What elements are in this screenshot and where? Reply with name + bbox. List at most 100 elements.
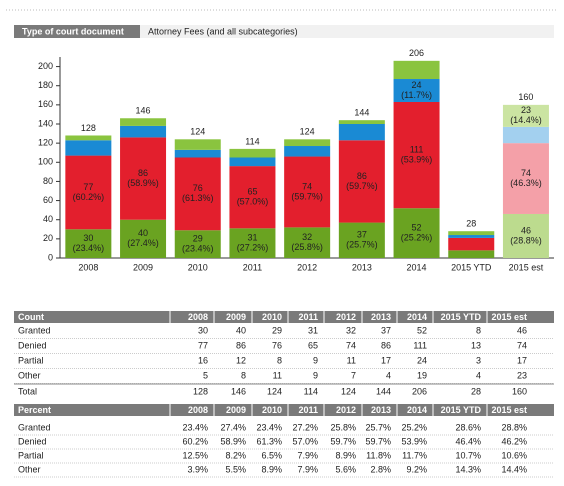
y-tick-label: 120 bbox=[38, 138, 53, 148]
percent-cell: 28.6% bbox=[455, 422, 481, 432]
bar-segment bbox=[120, 137, 167, 220]
data-label: 111 bbox=[410, 144, 424, 154]
data-label: 31 bbox=[247, 233, 257, 243]
percent-cell: 25.7% bbox=[365, 422, 391, 432]
column-header: 2011 bbox=[298, 312, 318, 322]
percent-cell: 60.2% bbox=[182, 436, 208, 446]
percent-cell: 10.7% bbox=[455, 450, 481, 460]
data-label: 74 bbox=[302, 181, 312, 191]
count-cell: 29 bbox=[272, 325, 282, 335]
table-header-bg bbox=[14, 404, 554, 416]
bar-segment bbox=[448, 231, 495, 236]
column-header: 2014 bbox=[407, 312, 427, 322]
total-cell: 160 bbox=[512, 386, 527, 396]
data-label-percent: (23.4%) bbox=[73, 243, 105, 253]
data-label-percent: (53.9%) bbox=[401, 154, 433, 164]
count-cell: 7 bbox=[351, 370, 356, 380]
column-header: 2013 bbox=[371, 405, 391, 415]
percent-cell: 57.0% bbox=[292, 436, 318, 446]
bar-segment bbox=[393, 101, 440, 209]
percent-cell: 58.9% bbox=[220, 436, 246, 446]
x-tick-label: 2014 bbox=[407, 262, 427, 272]
count-cell: 8 bbox=[476, 325, 481, 335]
count-cell: 5 bbox=[203, 370, 208, 380]
total-cell: 114 bbox=[304, 386, 318, 396]
data-label: 37 bbox=[357, 230, 367, 240]
y-tick-label: 140 bbox=[38, 118, 53, 128]
data-label-percent: (28.8%) bbox=[510, 235, 542, 245]
count-cell: 4 bbox=[386, 370, 391, 380]
count-cell: 37 bbox=[381, 325, 391, 335]
data-label: 86 bbox=[138, 168, 148, 178]
total-label: 144 bbox=[354, 108, 369, 118]
total-cell: 146 bbox=[231, 386, 246, 396]
data-label: 74 bbox=[521, 168, 531, 178]
header-label: Type of court document bbox=[22, 26, 124, 36]
count-cell: 17 bbox=[381, 355, 391, 365]
total-label: 160 bbox=[518, 92, 533, 102]
data-label: 46 bbox=[521, 225, 531, 235]
data-label-percent: (27.4%) bbox=[127, 238, 159, 248]
table-header-bg bbox=[14, 311, 554, 323]
percent-cell: 6.5% bbox=[261, 450, 282, 460]
y-tick-label: 80 bbox=[43, 176, 53, 186]
bar-segment bbox=[65, 135, 112, 141]
bar-segment bbox=[174, 139, 221, 150]
count-cell: 11 bbox=[347, 355, 356, 365]
y-tick-label: 40 bbox=[43, 214, 53, 224]
header-label-bg bbox=[14, 25, 140, 38]
data-label-percent: (25.2%) bbox=[401, 232, 433, 242]
bar-segment bbox=[174, 157, 221, 231]
bar-segment bbox=[229, 157, 276, 167]
count-cell: 74 bbox=[346, 340, 356, 350]
column-header: 2015 est bbox=[491, 312, 527, 322]
count-cell: 31 bbox=[308, 325, 318, 335]
column-header: 2012 bbox=[336, 312, 356, 322]
column-header: 2010 bbox=[262, 405, 282, 415]
bar-segment bbox=[338, 222, 385, 258]
percent-cell: 5.5% bbox=[225, 464, 246, 474]
x-tick-label: 2008 bbox=[78, 262, 98, 272]
y-tick-label: 200 bbox=[38, 61, 53, 71]
bar-segment bbox=[65, 229, 112, 258]
data-label-percent: (11.7%) bbox=[401, 90, 432, 100]
percent-cell: 7.9% bbox=[297, 464, 318, 474]
count-cell: 86 bbox=[236, 340, 246, 350]
column-header: 2015 YTD bbox=[441, 405, 482, 415]
data-label-percent: (57.0%) bbox=[237, 197, 269, 207]
data-label: 52 bbox=[412, 222, 422, 232]
data-label-percent: (25.8%) bbox=[291, 242, 323, 252]
percent-cell: 59.7% bbox=[365, 436, 391, 446]
row-label: Granted bbox=[18, 325, 51, 335]
data-label-percent: (25.7%) bbox=[346, 240, 378, 250]
count-cell: 77 bbox=[198, 340, 208, 350]
y-tick-label: 100 bbox=[38, 157, 53, 167]
data-label: 40 bbox=[138, 228, 148, 238]
y-tick-label: 0 bbox=[48, 252, 53, 262]
header-value-bg bbox=[140, 25, 554, 38]
percent-cell: 7.9% bbox=[297, 450, 318, 460]
percent-cell: 46.4% bbox=[455, 436, 481, 446]
percent-cell: 28.8% bbox=[501, 422, 527, 432]
column-header: 2008 bbox=[188, 312, 208, 322]
row-label: Partial bbox=[18, 355, 44, 365]
count-cell: 19 bbox=[417, 370, 427, 380]
data-label-percent: (46.3%) bbox=[510, 178, 542, 188]
bar-segment bbox=[174, 230, 221, 258]
bar-segment bbox=[448, 237, 495, 251]
data-label-percent: (59.7%) bbox=[346, 181, 378, 191]
data-label-percent: (27.2%) bbox=[237, 243, 269, 253]
percent-cell: 10.6% bbox=[501, 450, 527, 460]
bar-segment bbox=[502, 213, 549, 258]
total-cell: 128 bbox=[193, 386, 208, 396]
count-cell: 76 bbox=[272, 340, 282, 350]
total-label: 28 bbox=[466, 219, 476, 229]
column-header: 2009 bbox=[226, 312, 246, 322]
row-label: Other bbox=[18, 370, 41, 380]
percent-cell: 8.9% bbox=[335, 450, 356, 460]
data-label: 32 bbox=[302, 232, 312, 242]
percent-cell: 27.2% bbox=[292, 422, 318, 432]
count-cell: 8 bbox=[241, 370, 246, 380]
total-label: 146 bbox=[136, 106, 151, 116]
